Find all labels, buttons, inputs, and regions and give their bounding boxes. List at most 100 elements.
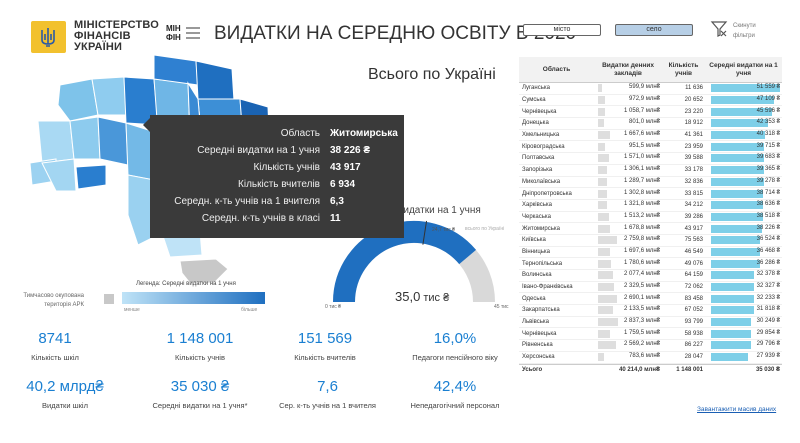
total-title: Всього по Україні <box>368 66 496 83</box>
crimea-legend-swatch <box>104 294 114 304</box>
table-row[interactable]: Хмельницька 1 667,6 млн₴ 41 361 40 318 ₴ <box>519 130 782 142</box>
cell-spend: 801,0 млн₴ <box>594 118 662 128</box>
settlement-toggle[interactable]: місто село <box>523 24 693 36</box>
cell-students: 67 052 <box>684 307 703 314</box>
map-region-rivne[interactable] <box>91 76 127 116</box>
table-row[interactable]: Донецька 801,0 млн₴ 18 912 42 353 ₴ <box>519 118 782 130</box>
spend-bar <box>598 341 617 350</box>
spend-bar <box>598 306 614 315</box>
tooltip-row: Кількість вчителів 6 934 <box>238 179 356 190</box>
spend-bar <box>598 259 611 268</box>
cell-region: Закарпатська <box>522 307 560 314</box>
table-row[interactable]: Рівненська 2 569,2 млн₴ 86 227 29 796 ₴ <box>519 340 782 352</box>
download-data-link[interactable]: Завантажити масив даних <box>697 406 777 413</box>
gauge-target-marker <box>422 220 428 245</box>
cell-students: 20 652 <box>684 97 703 104</box>
cell-region: Чернівецька <box>522 108 557 115</box>
cell-students: 28 047 <box>684 354 703 361</box>
table-row[interactable]: Сумська 972,9 млн₴ 20 652 47 109 ₴ <box>519 95 782 107</box>
table-row[interactable]: Закарпатська 2 133,5 млн₴ 67 052 31 818 ₴ <box>519 305 782 317</box>
cell-avg-spend: 51 559 ₴ <box>705 83 782 93</box>
table-row[interactable]: Чернівецька 1 759,5 млн₴ 58 938 29 854 ₴ <box>519 328 782 341</box>
cell-region: Чернівецька <box>522 330 557 337</box>
table-row[interactable]: Дніпропетровська 1 302,8 млн₴ 33 815 38 714… <box>519 188 782 200</box>
table-row[interactable]: Одеська 2 690,1 млн₴ 83 458 32 233 ₴ <box>519 293 782 306</box>
cell-spend: 1 667,6 млн₴ <box>594 130 662 140</box>
spend-bar <box>598 294 617 303</box>
spend-bar <box>598 96 605 105</box>
spend-bar <box>598 212 609 221</box>
column-header-avg-spend[interactable]: Середні видатки на 1 учня <box>709 61 778 77</box>
cell-spend: 2 759,8 млн₴ <box>594 235 662 245</box>
cell-spend: 2 837,3 млн₴ <box>594 317 662 327</box>
gauge-target-label: 24,7 тис ₴ <box>432 227 455 233</box>
avg-spend-bar <box>711 154 765 163</box>
table-row[interactable]: Київська 2 759,8 млн₴ 75 563 36 524 ₴ <box>519 235 782 247</box>
table-row[interactable]: Харківська 1 321,8 млн₴ 34 212 38 636 ₴ <box>519 200 782 212</box>
column-header-region[interactable]: Область <box>542 65 571 73</box>
cell-region: Київська <box>522 237 546 244</box>
table-row[interactable]: Львівська 2 837,3 млн₴ 93 799 30 249 ₴ <box>519 317 782 329</box>
cell-students: 23 220 <box>684 108 703 115</box>
table-row[interactable]: Івано-Франківська 2 329,5 млн₴ 72 062 32 32… <box>519 282 782 294</box>
regions-table[interactable]: Область Видатки денних закладів Кількіст… <box>519 57 782 376</box>
toggle-village-button[interactable]: село <box>615 24 693 36</box>
cell-students: 43 917 <box>684 225 703 232</box>
avg-spend-bar <box>711 177 764 186</box>
map-region-ternopil[interactable] <box>69 116 101 160</box>
map-region-lviv[interactable] <box>37 120 75 164</box>
cell-avg-spend: 36 468 ₴ <box>705 247 782 257</box>
kpi-students: 1 148 001 Кількість учнів <box>166 330 234 362</box>
spend-bar <box>598 247 610 256</box>
table-row[interactable]: Тернопільська 1 780,6 млн₴ 49 076 36 286 ₴ <box>519 258 782 270</box>
cell-spend: 2 690,1 млн₴ <box>594 294 662 304</box>
avg-spend-bar <box>711 107 773 116</box>
toggle-city-button[interactable]: місто <box>523 24 601 36</box>
table-row[interactable]: Кіровоградська 951,5 млн₴ 23 959 39 715 ₴ <box>519 141 782 154</box>
clear-filter-icon[interactable] <box>710 20 728 38</box>
cell-avg-spend: 39 683 ₴ <box>705 153 782 163</box>
map-region-crimea <box>179 258 229 284</box>
cell-avg-spend: 31 818 ₴ <box>705 305 782 315</box>
cell-students: 75 563 <box>684 237 703 244</box>
map-region-volyn[interactable] <box>57 78 99 122</box>
page-title: ВИДАТКИ НА СЕРЕДНЮ ОСВІТУ В 2020 <box>214 23 577 44</box>
cell-region: Дніпропетровська <box>522 190 572 197</box>
table-row[interactable]: Полтавська 1 571,0 млн₴ 39 588 39 683 ₴ <box>519 153 782 165</box>
map-region-ivano-frankivsk[interactable] <box>41 158 77 192</box>
map-region-sumy[interactable] <box>195 60 235 102</box>
cell-spend: 2 077,4 млн₴ <box>594 270 662 280</box>
spend-bar <box>598 119 604 128</box>
cell-students: 41 361 <box>684 132 703 139</box>
cell-students: 11 636 <box>685 85 703 92</box>
table-row[interactable]: Чернівецька 1 058,7 млн₴ 23 220 45 596 ₴ <box>519 106 782 119</box>
avg-spend-bar <box>711 96 775 105</box>
table-row[interactable]: Вінницька 1 697,6 млн₴ 46 549 36 468 ₴ <box>519 247 782 259</box>
gauge-max: 45 тис <box>494 304 509 310</box>
cell-avg-spend: 39 715 ₴ <box>705 142 782 152</box>
kpi-school-spend: 40,2 млрд₴ Видатки шкіл <box>26 378 104 410</box>
table-row[interactable]: Житомирська 1 678,8 млн₴ 43 917 38 226 ₴ <box>519 223 782 235</box>
map-region-chernivtsi[interactable] <box>75 164 107 190</box>
map-legend-max: більше <box>241 307 258 313</box>
column-header-students[interactable]: Кількість учнів <box>668 61 699 77</box>
cell-spend: 972,9 млн₴ <box>594 95 662 105</box>
table-row[interactable]: Черкаська 1 513,2 млн₴ 39 286 38 518 ₴ <box>519 212 782 224</box>
table-row[interactable]: Волинська 2 077,4 млн₴ 64 159 32 378 ₴ <box>519 270 782 282</box>
cell-avg-spend: 32 327 ₴ <box>705 282 782 292</box>
table-row[interactable]: Запорізька 1 306,1 млн₴ 33 178 39 365 ₴ <box>519 165 782 177</box>
cell-region: Запорізька <box>522 167 553 174</box>
column-header-spend[interactable]: Видатки денних закладів <box>602 61 654 77</box>
avg-spend-bar <box>711 247 760 256</box>
spend-bar <box>598 154 610 163</box>
gauge-value: 35,0 тис ₴ <box>395 289 450 304</box>
map-region-khmelnytskyi[interactable] <box>97 116 129 166</box>
cell-students: 33 815 <box>684 190 703 197</box>
clear-filter-label[interactable]: Скинути фільтри <box>733 23 756 39</box>
table-row[interactable]: Луганська 599,9 млн₴ 11 636 51 559 ₴ <box>519 83 782 95</box>
table-row[interactable]: Миколаївська 1 289,7 млн₴ 32 836 39 278 ₴ <box>519 177 782 189</box>
table-row[interactable]: Херсонська 783,6 млн₴ 28 047 27 939 ₴ <box>519 352 782 364</box>
cell-region: Черкаська <box>522 213 551 220</box>
cell-region: Волинська <box>522 272 552 279</box>
avg-spend-bar <box>711 212 763 221</box>
